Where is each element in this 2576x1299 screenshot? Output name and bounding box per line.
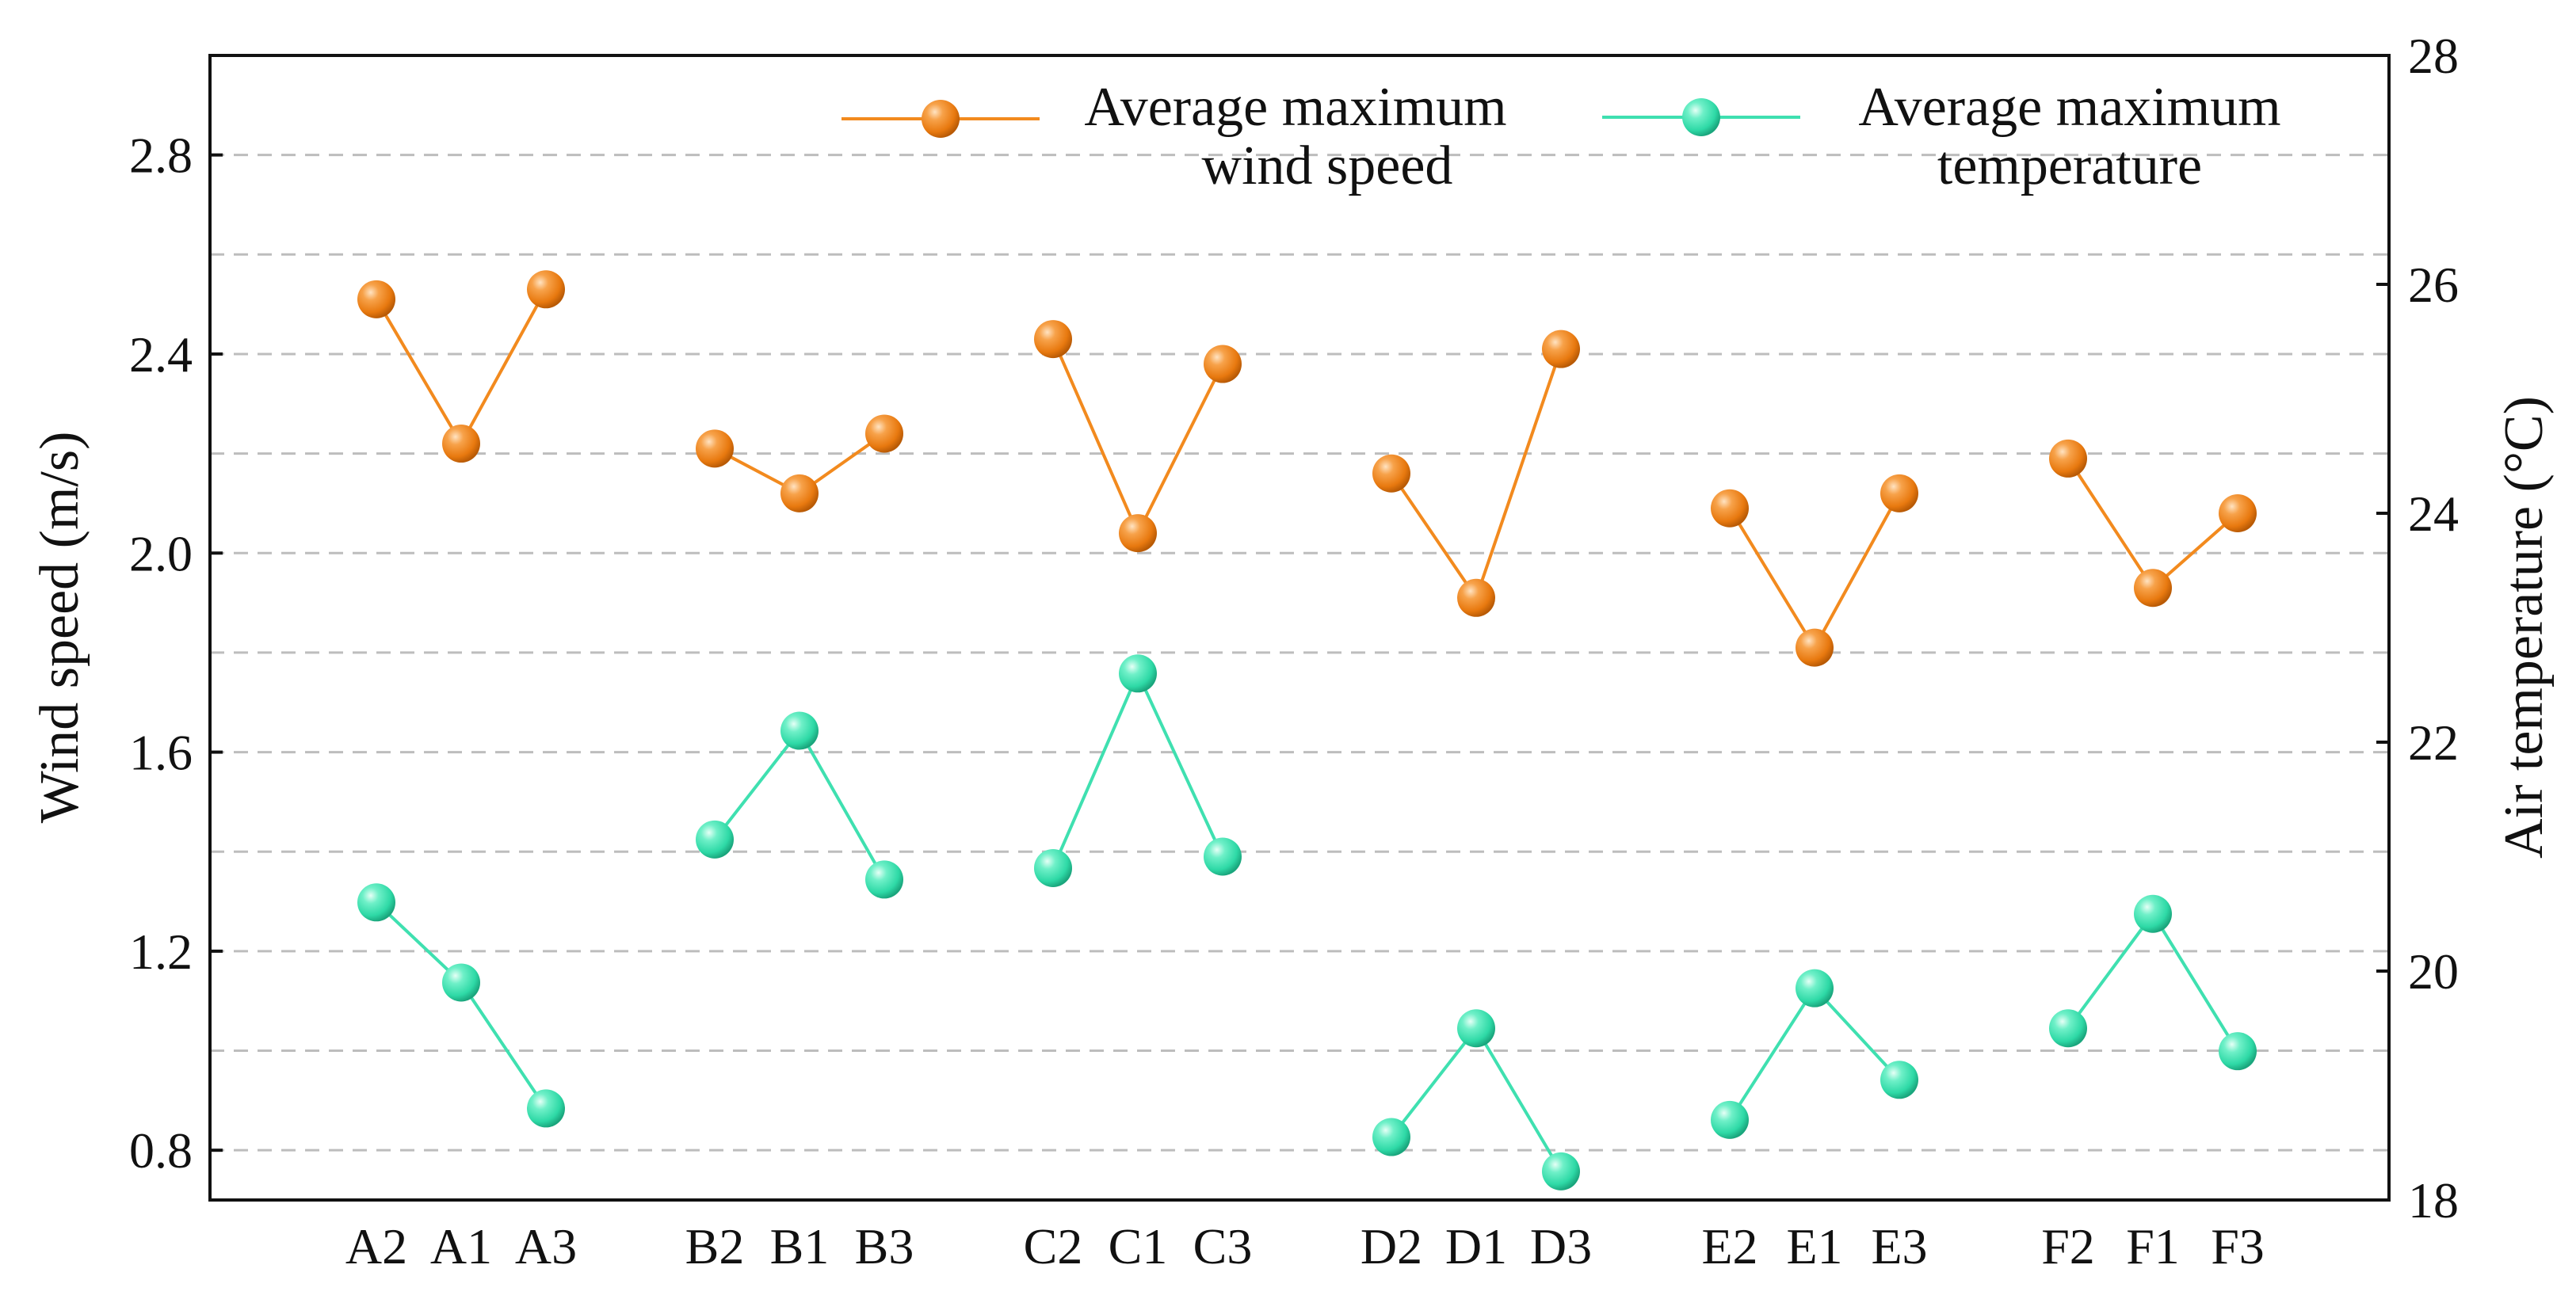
left-axis-tick-label: 1.2 — [129, 924, 193, 980]
series-line-temperature — [1728, 985, 1901, 1121]
data-point-temperature — [1119, 654, 1157, 693]
category-tick-label: A3 — [515, 1218, 577, 1274]
series-wind-speed — [357, 270, 2257, 667]
left-axis-title: Wind speed (m/s) — [29, 432, 90, 824]
category-tick-label: D2 — [1361, 1218, 1422, 1274]
data-point-temperature — [1204, 837, 1242, 876]
legend-marker-wind-speed — [922, 100, 960, 138]
legend-label-temperature-line1: Average maximum — [1858, 77, 2280, 138]
data-point-temperature — [2049, 1009, 2087, 1048]
right-axis-tick-label: 28 — [2408, 28, 2459, 84]
data-point-temperature — [2219, 1032, 2257, 1071]
data-point-temperature — [1796, 969, 1834, 1008]
data-point-wind-speed — [527, 270, 565, 309]
category-tick-label: B3 — [855, 1218, 914, 1274]
series-line-wind-speed — [1051, 338, 1224, 537]
legend-label-wind-speed-line1: Average maximum — [1084, 77, 1506, 138]
data-point-temperature — [1711, 1100, 1749, 1139]
legend-label-temperature-line2: temperature — [1937, 135, 2202, 196]
data-point-temperature — [1034, 848, 1072, 887]
data-point-temperature — [1457, 1009, 1495, 1048]
right-axis-tick-label: 22 — [2408, 714, 2459, 771]
category-tick-label: C1 — [1109, 1218, 1168, 1274]
data-point-temperature — [1880, 1061, 1918, 1099]
category-tick-label: D3 — [1530, 1218, 1592, 1274]
category-tick-label: E2 — [1701, 1218, 1757, 1274]
series-temperature — [357, 654, 2257, 1190]
series-line-temperature — [1051, 669, 1224, 869]
series-line-temperature — [375, 901, 548, 1110]
data-point-wind-speed — [2134, 569, 2172, 608]
data-point-wind-speed — [1457, 578, 1495, 617]
left-axis-tick-label: 2.4 — [129, 326, 193, 383]
category-tick-label: E1 — [1786, 1218, 1842, 1274]
data-point-temperature — [442, 963, 480, 1002]
data-point-temperature — [527, 1089, 565, 1128]
left-axis-tick-label: 2.8 — [129, 128, 193, 184]
series-line-wind-speed — [1728, 492, 1901, 651]
left-axis: 0.8 1.2 1.6 2.0 2.4 2.8 — [129, 128, 223, 1179]
category-tick-label: B2 — [685, 1218, 745, 1274]
category-tick-label: F2 — [2041, 1218, 2095, 1274]
data-point-wind-speed — [1372, 454, 1410, 493]
data-point-wind-speed — [1204, 345, 1242, 383]
data-point-wind-speed — [1880, 474, 1918, 512]
right-axis-tick-label: 18 — [2408, 1172, 2459, 1229]
category-tick-label: E3 — [1871, 1218, 1927, 1274]
category-tick-label: F3 — [2211, 1218, 2265, 1274]
data-point-wind-speed — [780, 474, 819, 512]
category-tick-label: A2 — [345, 1218, 407, 1274]
data-point-temperature — [1372, 1118, 1410, 1156]
data-point-wind-speed — [1034, 320, 1072, 359]
left-axis-tick-label: 1.6 — [129, 725, 193, 781]
category-tick-label: A1 — [430, 1218, 492, 1274]
series-line-wind-speed — [375, 288, 548, 448]
right-axis-title: Air temperature (°C) — [2494, 396, 2555, 859]
data-point-wind-speed — [1119, 514, 1157, 553]
left-axis-tick-label: 2.0 — [129, 525, 193, 581]
category-tick-label: D1 — [1445, 1218, 1507, 1274]
data-point-wind-speed — [865, 414, 903, 453]
data-point-temperature — [1542, 1152, 1580, 1190]
category-axis: A2 A1 A3 B2 B1 B3 C2 C1 C3 D2 D1 D3 E2 E1 E3 F2 F1 F3 — [345, 1218, 2265, 1274]
category-tick-label: B1 — [770, 1218, 830, 1274]
data-point-wind-speed — [2219, 494, 2257, 532]
grid-lines — [210, 154, 2389, 1152]
right-axis-tick-label: 20 — [2408, 943, 2459, 1000]
left-axis-tick-label: 0.8 — [129, 1122, 193, 1179]
series-line-temperature — [2067, 911, 2239, 1053]
data-point-temperature — [865, 860, 903, 899]
series-line-wind-speed — [1390, 349, 1563, 602]
series-line-wind-speed — [2067, 457, 2239, 591]
series-layer — [357, 270, 2257, 1190]
legend-item-wind-speed: Average maximum wind speed — [841, 77, 1507, 196]
legend: Average maximum wind speed Average maxim… — [841, 77, 2281, 196]
legend-marker-temperature — [1682, 98, 1720, 136]
data-point-temperature — [780, 711, 819, 750]
plot-frame — [208, 54, 2391, 1202]
data-point-wind-speed — [1542, 330, 1580, 368]
data-point-wind-speed — [442, 425, 480, 463]
legend-item-temperature: Average maximum temperature — [1602, 77, 2281, 196]
category-tick-label: C2 — [1024, 1218, 1083, 1274]
data-point-temperature — [357, 883, 395, 922]
data-point-wind-speed — [696, 429, 734, 468]
data-point-wind-speed — [1711, 489, 1749, 528]
data-point-wind-speed — [357, 280, 395, 318]
category-tick-label: F1 — [2126, 1218, 2180, 1274]
data-point-temperature — [696, 820, 734, 859]
data-point-wind-speed — [1796, 628, 1834, 667]
right-axis: 18 20 22 24 26 28 — [2376, 28, 2459, 1229]
category-tick-label: C3 — [1193, 1218, 1253, 1274]
legend-label-wind-speed-line2: wind speed — [1202, 135, 1453, 196]
right-axis-tick-label: 24 — [2408, 486, 2459, 542]
right-axis-tick-label: 26 — [2408, 257, 2459, 313]
data-point-temperature — [2134, 894, 2172, 933]
data-point-wind-speed — [2049, 439, 2087, 478]
